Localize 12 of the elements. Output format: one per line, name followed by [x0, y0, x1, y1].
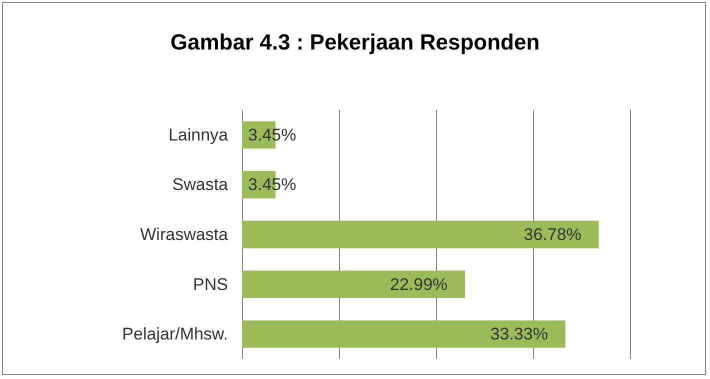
data-label: 33.33%	[490, 324, 548, 344]
bar	[242, 220, 599, 248]
chart-title: Gambar 4.3 : Pekerjaan Responden	[170, 30, 540, 54]
y-tick-label: Lainnya	[168, 125, 229, 144]
y-tick-label: Wiraswasta	[140, 225, 229, 244]
bar	[242, 320, 566, 348]
bar	[242, 270, 466, 298]
y-tick-label: Pelajar/Mhsw.	[122, 324, 228, 344]
y-tick-label: PNS	[193, 274, 228, 294]
y-tick-label: Swasta	[172, 175, 229, 194]
data-label: 36.78%	[524, 225, 582, 244]
data-label: 22.99%	[390, 274, 448, 294]
